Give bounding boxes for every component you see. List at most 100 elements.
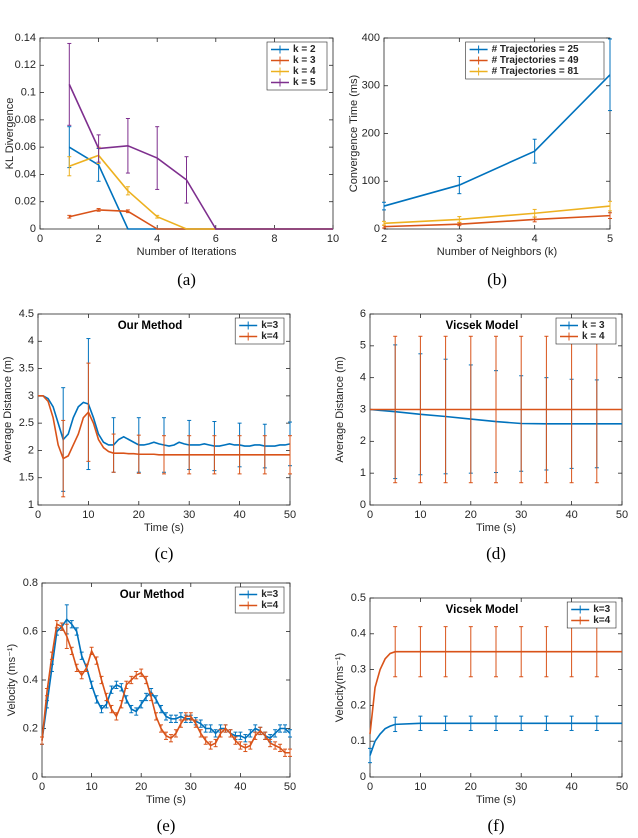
error-bar	[418, 335, 423, 484]
panel: 0 2 4 6 8 10 0 0.02 0.04 0.06 0.08 0.1 0.12 0.14 Numbe…	[4, 32, 339, 289]
x-tick-label: 40	[233, 509, 245, 521]
error-bar	[457, 216, 462, 223]
x-tick-label: 10	[82, 509, 94, 521]
error-bar	[184, 156, 189, 204]
error-bar	[183, 712, 188, 721]
error-bar	[154, 712, 159, 721]
error-bar	[368, 747, 372, 764]
x-tick-label: 4	[532, 233, 538, 245]
error-bar	[84, 663, 89, 673]
x-tick-label: 40	[234, 781, 246, 793]
y-tick-label: 0.12	[15, 59, 36, 71]
error-bar	[223, 724, 228, 733]
error-bar	[149, 692, 154, 702]
error-bar	[253, 731, 258, 740]
legend-label: # Trajectories = 25	[492, 44, 579, 55]
y-tick-label: 0.8	[23, 577, 38, 589]
y-tick-label: 0.4	[23, 674, 38, 686]
error-bar	[494, 626, 498, 678]
plot-title: Vicsek Model	[446, 320, 519, 332]
error-bar	[136, 434, 141, 474]
error-bar	[544, 335, 549, 484]
error-bar	[114, 712, 119, 721]
caption: (e)	[157, 816, 176, 835]
error-bar	[443, 335, 448, 484]
x-tick-label: 30	[515, 509, 527, 521]
y-tick-label: 1.5	[19, 472, 34, 484]
error-bar	[125, 209, 130, 214]
error-bar	[532, 208, 537, 218]
error-bar	[124, 695, 129, 704]
error-bar	[608, 38, 612, 112]
error-bar	[443, 715, 448, 731]
error-bar	[139, 700, 144, 709]
y-tick-label: 4	[28, 335, 34, 347]
error-bar	[69, 646, 74, 656]
y-tick-label: 0	[30, 223, 36, 235]
error-bar	[168, 714, 173, 723]
y-tick-label: 0.08	[15, 114, 36, 126]
error-bar	[94, 656, 99, 665]
plot-area	[41, 582, 291, 778]
error-bar	[168, 734, 173, 743]
legend: k = 2k = 3k = 4k = 5	[266, 41, 328, 91]
error-bar	[99, 704, 104, 714]
error-bar	[393, 716, 398, 733]
legend-label: k = 3	[293, 55, 316, 66]
error-bar	[258, 726, 263, 736]
x-tick-label: 40	[565, 509, 577, 521]
error-bar	[278, 743, 283, 753]
y-tick-label: 0.04	[15, 168, 36, 180]
error-bar	[114, 680, 119, 689]
error-bar	[608, 200, 612, 212]
error-bar	[119, 700, 124, 709]
x-tick-label: 5	[607, 233, 613, 245]
error-bar	[608, 212, 612, 219]
error-bar	[109, 685, 114, 694]
error-bar	[139, 668, 144, 677]
error-bar	[79, 671, 84, 680]
error-bar	[238, 731, 243, 740]
legend-label: k = 4	[293, 66, 316, 77]
plot-title: Vicsek Model	[446, 604, 519, 616]
caption: (b)	[487, 270, 507, 289]
error-bar	[273, 729, 278, 738]
y-axis-label: Velocity(ms⁻¹)	[334, 653, 346, 722]
error-bar	[159, 724, 164, 733]
error-bar	[218, 729, 223, 738]
legend: k=3k=4	[234, 586, 285, 614]
x-tick-label: 10	[414, 509, 426, 521]
y-tick-label: 0.5	[351, 592, 366, 604]
x-tick-label: 50	[616, 509, 628, 521]
x-tick-label: 8	[271, 233, 277, 245]
error-bar	[109, 704, 114, 714]
legend-label: # Trajectories = 49	[492, 55, 579, 66]
caption: (a)	[177, 270, 196, 289]
series-line	[383, 214, 611, 228]
error-bar	[243, 734, 248, 743]
error-bar	[74, 627, 79, 636]
error-bar	[67, 156, 72, 177]
error-bar	[173, 714, 178, 723]
legend-label: k=3	[593, 604, 610, 615]
error-bar	[59, 622, 64, 631]
error-bar	[178, 719, 183, 728]
error-bar	[74, 663, 79, 673]
y-tick-label: 2.5	[19, 417, 34, 429]
error-bar	[248, 729, 253, 738]
error-bar	[494, 335, 498, 484]
error-bar	[212, 435, 217, 475]
error-bar	[89, 680, 94, 689]
error-bar	[96, 134, 101, 163]
error-bar	[164, 731, 168, 740]
legend-label: k=3	[261, 320, 278, 331]
error-bar	[104, 692, 109, 702]
series-line	[383, 74, 611, 207]
y-tick-label: 0.2	[23, 722, 38, 734]
error-bar	[44, 687, 49, 697]
error-bar	[94, 695, 99, 704]
x-tick-label: 0	[37, 233, 43, 245]
legend-label: k=4	[261, 331, 278, 342]
x-tick-label: 20	[465, 781, 477, 793]
series-line	[68, 84, 333, 230]
